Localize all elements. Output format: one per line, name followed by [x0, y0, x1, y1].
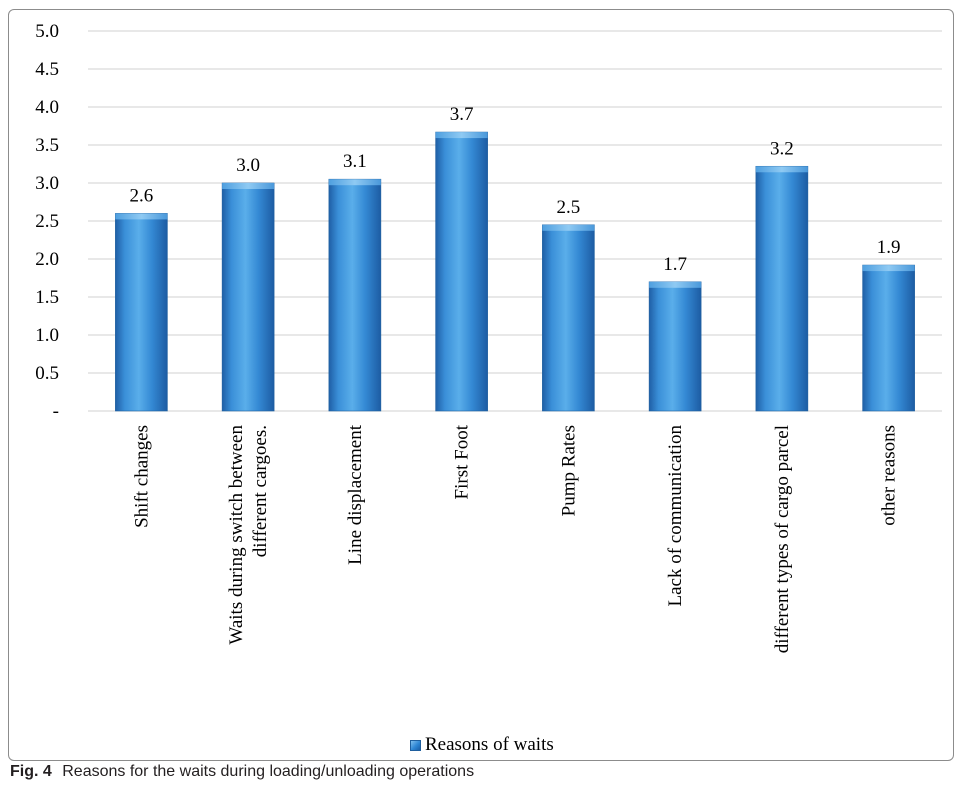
x-tick-label-line: Line displacement [345, 424, 366, 565]
data-label: 1.9 [877, 237, 901, 258]
bar [435, 131, 488, 412]
y-tick-label: 1.5 [35, 287, 59, 308]
x-tick-label: different types of cargo parcel [772, 425, 793, 653]
data-label: 3.0 [236, 155, 260, 176]
y-tick-label: 5.0 [35, 21, 59, 42]
data-label: 3.1 [343, 151, 367, 172]
y-tick-label: - [53, 401, 59, 422]
bar-top-cap [755, 166, 808, 173]
legend: Reasons of waits [410, 734, 554, 756]
x-tick-label: Line displacement [345, 424, 366, 565]
bar [542, 224, 595, 412]
x-tick-label-line: Pump Rates [558, 425, 579, 516]
x-tick-label: Pump Rates [558, 425, 579, 516]
bars [115, 131, 915, 412]
x-tick-label-line: Shift changes [131, 425, 152, 528]
data-label: 2.6 [130, 185, 154, 206]
y-tick-label: 1.0 [35, 325, 59, 346]
x-tick-label-line: different types of cargo parcel [772, 425, 793, 653]
bar [862, 264, 915, 412]
bar [115, 213, 168, 412]
x-tick-label: Waits during switch between different car… [226, 425, 271, 645]
y-tick-label: 4.0 [35, 97, 59, 118]
legend-label: Reasons of waits [425, 734, 554, 755]
x-tick-label-line: Lack of communication [665, 425, 686, 607]
caption-text: Reasons for the waits during loading/unl… [62, 763, 475, 780]
x-tick-label: other reasons [879, 425, 900, 526]
bar-top-cap [435, 132, 488, 139]
x-tick-label-line: other reasons [879, 425, 900, 526]
bar [328, 178, 382, 412]
x-tick-label-line: different cargoes. [250, 425, 271, 557]
caption-label: Fig. 4 [10, 763, 52, 780]
y-tick-label: 3.0 [35, 173, 59, 194]
data-labels: 2.6 3.0 3.1 3.7 2.5 1.7 3.2 1.9 [130, 104, 901, 275]
x-tick-label: First Foot [452, 424, 473, 499]
bar [221, 182, 275, 412]
bar-top-cap [542, 224, 595, 231]
bar-top-cap [115, 213, 168, 220]
data-label: 3.2 [770, 138, 794, 159]
x-axis-category-labels: Shift changes Waits during switch between… [131, 424, 899, 653]
y-tick-label: 4.5 [35, 59, 59, 80]
bar [755, 165, 809, 412]
y-axis-tick-labels: - 0.5 1.0 1.5 2.0 2.5 3.0 3.5 4.0 4.5 5.0 [35, 21, 59, 422]
chart-frame [8, 9, 954, 761]
x-tick-label: Lack of communication [665, 425, 686, 607]
bar-top-cap [222, 183, 275, 189]
data-label: 3.7 [450, 104, 474, 125]
data-label: 1.7 [663, 254, 687, 275]
bar-top-cap [328, 179, 381, 186]
bar-top-cap [862, 265, 915, 272]
y-tick-label: 3.5 [35, 135, 59, 156]
bar [648, 281, 702, 412]
x-tick-label: Shift changes [131, 425, 152, 528]
figure-caption: Fig. 4 Reasons for the waits during load… [10, 763, 474, 781]
bar-top-cap [649, 281, 702, 288]
gridlines [88, 30, 942, 412]
x-tick-label-line: First Foot [452, 424, 473, 499]
y-tick-label: 0.5 [35, 363, 59, 384]
legend-swatch [410, 739, 421, 751]
data-label: 2.5 [557, 197, 581, 218]
x-tick-label-line: Waits during switch between [226, 425, 247, 645]
y-tick-label: 2.0 [35, 249, 59, 270]
y-tick-label: 2.5 [35, 211, 59, 232]
